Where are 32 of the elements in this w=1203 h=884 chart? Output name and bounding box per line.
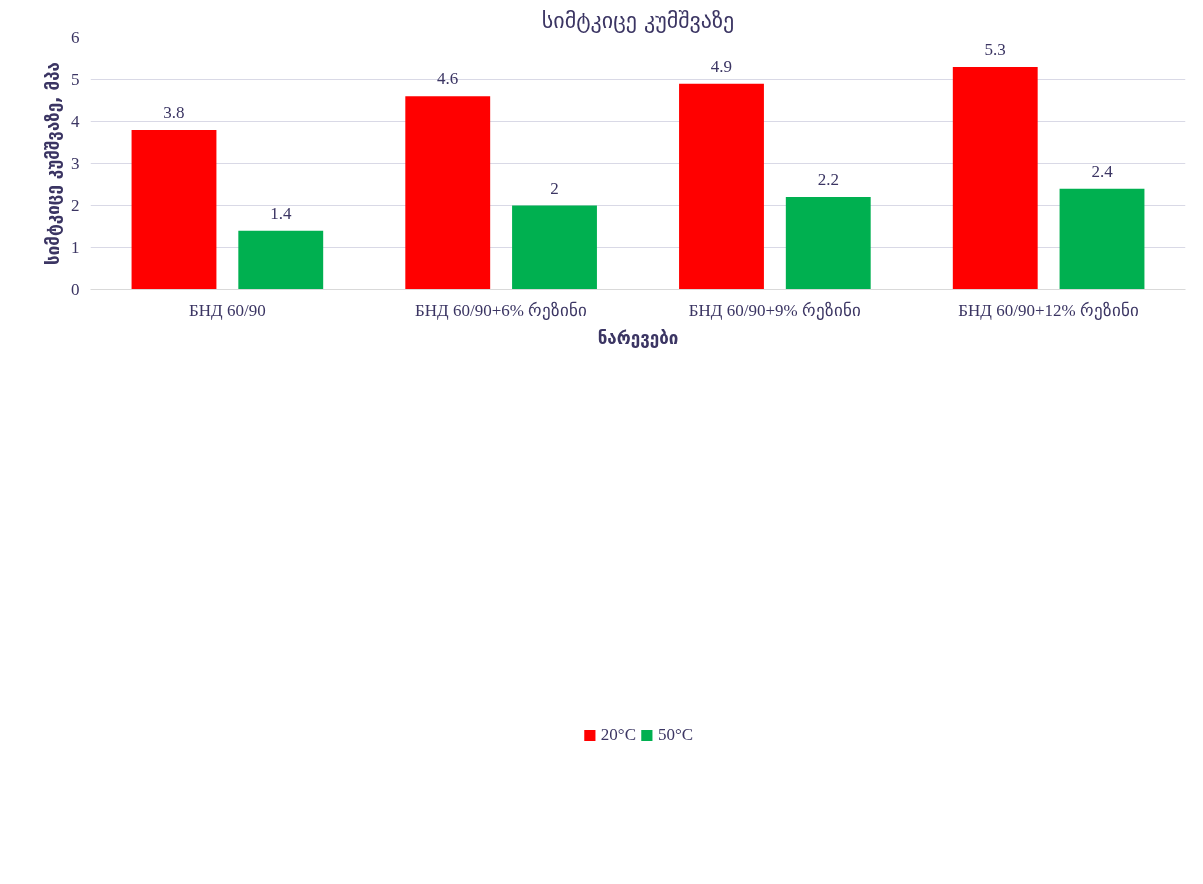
y-axis-title: სიმტკიცე კუმშვაზე, მპა	[43, 62, 63, 265]
data-label: 1.4	[270, 203, 292, 223]
y-tick-label: 6	[71, 28, 80, 47]
chart-title: სიმტკიცე კუმშვაზე	[541, 7, 735, 33]
bar	[785, 197, 871, 290]
data-label: 5.3	[984, 39, 1006, 59]
x-tick-label: БНД 60/90+6% რეზინი	[415, 300, 588, 321]
legend-label: 20°C	[600, 725, 636, 745]
legend-label: 50°C	[658, 725, 694, 745]
y-tick-label: 5	[71, 70, 80, 89]
data-label: 2	[550, 178, 559, 198]
bar	[238, 230, 324, 290]
bar	[1059, 188, 1145, 290]
y-tick-label: 0	[71, 280, 80, 299]
x-tick-label: БНД 60/90+9% რეზინი	[688, 300, 861, 321]
bar	[679, 83, 764, 290]
data-label: 4.6	[437, 69, 459, 89]
data-label: 3.8	[163, 102, 185, 122]
y-tick-label: 3	[71, 154, 80, 173]
bar	[512, 205, 597, 290]
y-tick-label: 2	[71, 196, 80, 215]
bar	[405, 96, 491, 290]
x-axis-title: ნარევები	[597, 327, 679, 348]
x-tick-label: БНД 60/90+12% რეზინი	[958, 300, 1139, 321]
bar	[952, 66, 1038, 290]
data-label: 4.9	[710, 56, 733, 76]
data-label: 2.4	[1091, 161, 1114, 181]
data-label: 2.2	[817, 170, 839, 190]
x-tick-label: БНД 60/90	[189, 300, 266, 320]
y-tick-label: 4	[71, 112, 80, 131]
bar	[131, 129, 217, 290]
y-tick-label: 1	[71, 238, 80, 257]
